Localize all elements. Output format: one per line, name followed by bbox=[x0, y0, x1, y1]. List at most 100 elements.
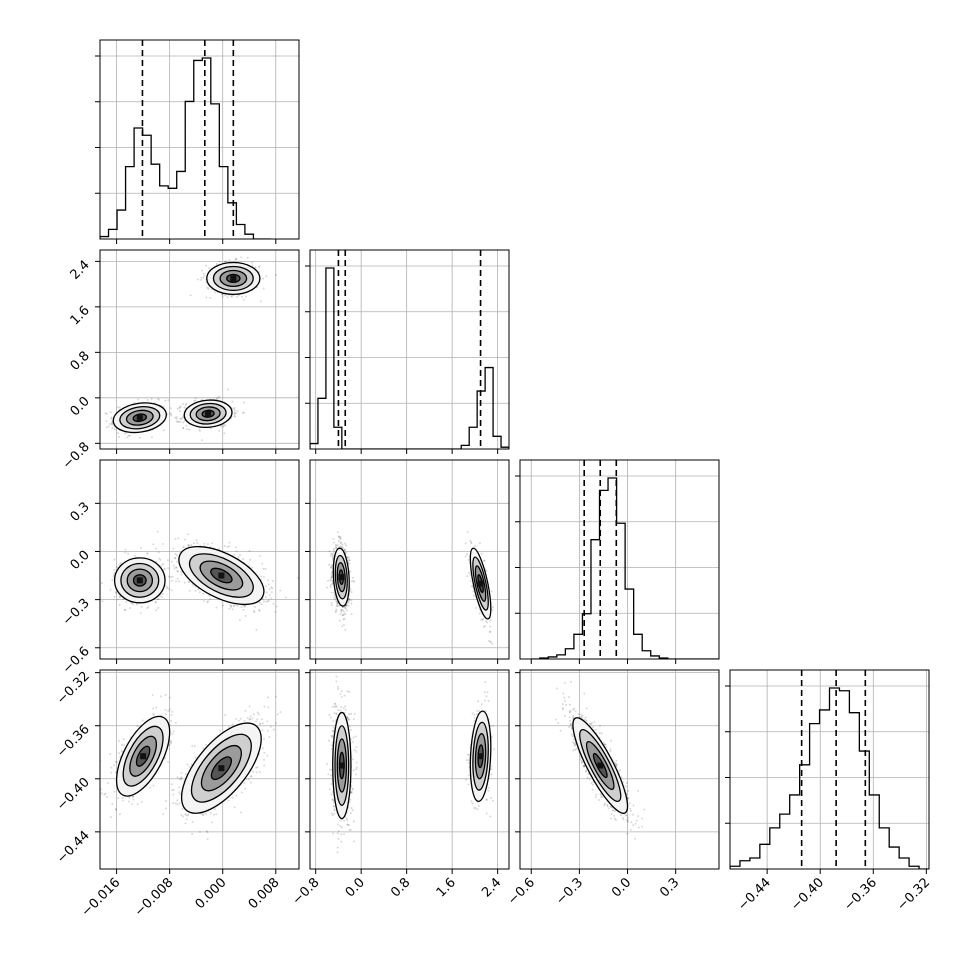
sample-point bbox=[240, 606, 243, 609]
sample-point bbox=[170, 741, 173, 744]
sample-point bbox=[103, 793, 106, 796]
sample-point bbox=[161, 563, 164, 566]
grid bbox=[100, 40, 299, 239]
sample-point bbox=[163, 567, 166, 570]
sample-point bbox=[480, 552, 483, 555]
sample-point bbox=[197, 588, 200, 591]
sample-point bbox=[140, 605, 143, 608]
sample-point bbox=[171, 710, 174, 713]
sample-point bbox=[491, 608, 494, 611]
sample-point bbox=[120, 744, 123, 747]
sample-point bbox=[349, 588, 352, 591]
sample-point bbox=[175, 420, 178, 423]
sample-point bbox=[201, 269, 204, 272]
sample-point bbox=[215, 606, 218, 609]
sample-point bbox=[331, 554, 334, 557]
sample-point bbox=[192, 584, 195, 587]
grid bbox=[520, 460, 719, 659]
sample-point bbox=[348, 598, 351, 601]
sample-point bbox=[128, 607, 131, 610]
sample-point bbox=[328, 550, 331, 553]
sample-point bbox=[164, 756, 167, 759]
grid bbox=[100, 460, 299, 659]
sample-point bbox=[335, 544, 338, 547]
density-peak bbox=[477, 580, 484, 587]
sample-point bbox=[349, 570, 352, 573]
sample-point bbox=[262, 567, 265, 570]
sample-point bbox=[116, 566, 119, 569]
sample-point bbox=[182, 421, 185, 424]
sample-point bbox=[221, 293, 224, 296]
sample-point bbox=[236, 410, 239, 413]
sample-point bbox=[177, 537, 180, 540]
sample-point bbox=[202, 272, 205, 275]
sample-point bbox=[236, 604, 239, 607]
sample-point bbox=[226, 296, 229, 299]
sample-point bbox=[184, 403, 187, 406]
sample-point bbox=[337, 539, 340, 542]
sample-point bbox=[215, 262, 218, 265]
sample-point bbox=[232, 605, 235, 608]
sample-point bbox=[104, 412, 107, 415]
sample-point bbox=[482, 617, 485, 620]
sample-point bbox=[329, 578, 332, 581]
sample-point bbox=[489, 641, 492, 644]
sample-point bbox=[172, 730, 175, 733]
sample-point bbox=[350, 580, 353, 583]
sample-point bbox=[333, 547, 336, 550]
sample-point bbox=[157, 607, 160, 610]
sample-point bbox=[206, 286, 209, 289]
sample-point bbox=[264, 567, 267, 570]
sample-point bbox=[469, 539, 472, 542]
sample-point bbox=[334, 611, 337, 614]
sample-point bbox=[119, 595, 122, 598]
sample-point bbox=[136, 725, 139, 728]
sample-point bbox=[136, 803, 139, 806]
sample-point bbox=[218, 547, 221, 550]
sample-point bbox=[233, 553, 236, 556]
sample-point bbox=[218, 395, 221, 398]
sample-point bbox=[209, 427, 212, 430]
sample-point bbox=[170, 414, 173, 417]
sample-point bbox=[222, 604, 225, 607]
scatter-samples bbox=[325, 531, 494, 645]
sample-point bbox=[166, 586, 169, 589]
sample-point bbox=[262, 575, 265, 578]
sample-point bbox=[262, 277, 265, 280]
sample-point bbox=[171, 575, 174, 578]
sample-point bbox=[340, 541, 343, 544]
sample-point bbox=[284, 596, 287, 599]
sample-point bbox=[267, 583, 270, 586]
sample-point bbox=[174, 566, 177, 569]
sample-point bbox=[109, 411, 112, 414]
panel-frame bbox=[99, 249, 300, 450]
sample-point bbox=[344, 607, 347, 610]
sample-point bbox=[264, 585, 267, 588]
sample-point bbox=[198, 429, 201, 432]
sample-point bbox=[183, 538, 186, 541]
sample-point bbox=[353, 580, 356, 583]
sample-point bbox=[154, 547, 157, 550]
sample-point bbox=[109, 752, 112, 755]
grid bbox=[310, 250, 509, 449]
sample-point bbox=[198, 428, 201, 431]
sample-point bbox=[340, 545, 343, 548]
sample-point bbox=[332, 537, 335, 540]
sample-point bbox=[472, 590, 475, 593]
sample-point bbox=[201, 439, 204, 442]
sample-point bbox=[152, 712, 155, 715]
y-tick-label: 0.0 bbox=[68, 394, 93, 419]
sample-point bbox=[127, 552, 130, 555]
sample-point bbox=[467, 558, 470, 561]
sample-point bbox=[224, 294, 227, 297]
sample-point bbox=[132, 603, 135, 606]
sample-point bbox=[491, 606, 494, 609]
sample-point bbox=[490, 590, 493, 593]
sample-point bbox=[216, 397, 219, 400]
y-tick-label: 0.0 bbox=[68, 548, 93, 573]
sample-point bbox=[217, 396, 220, 399]
sample-point bbox=[110, 423, 113, 426]
sample-point bbox=[343, 542, 346, 545]
sample-point bbox=[326, 579, 329, 582]
sample-point bbox=[166, 760, 169, 763]
